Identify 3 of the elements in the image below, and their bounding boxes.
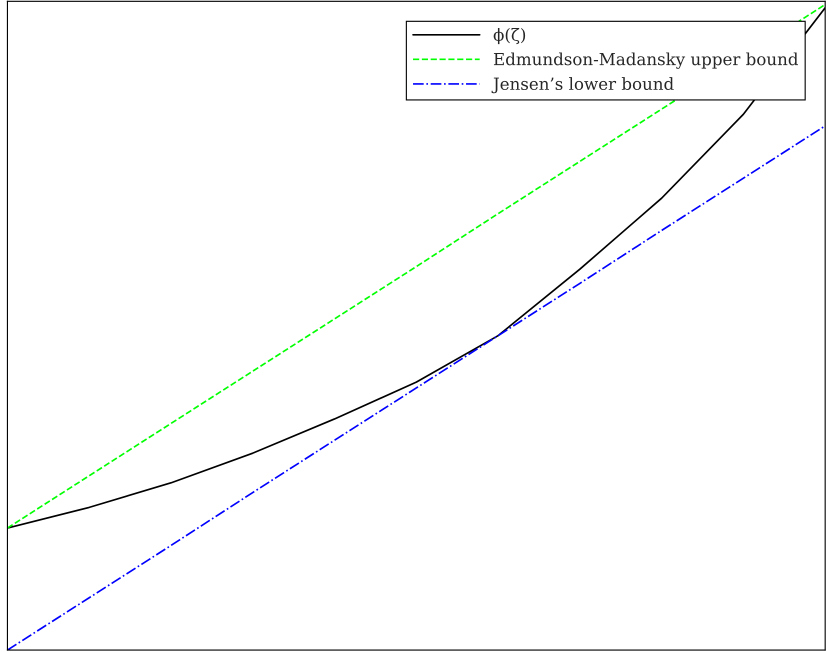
- legend-label: Edmundson-Madansky upper bound: [494, 52, 798, 69]
- legend-label: ϕ(ζ): [494, 28, 526, 44]
- legend-label: Jensen’s lower bound: [492, 77, 674, 94]
